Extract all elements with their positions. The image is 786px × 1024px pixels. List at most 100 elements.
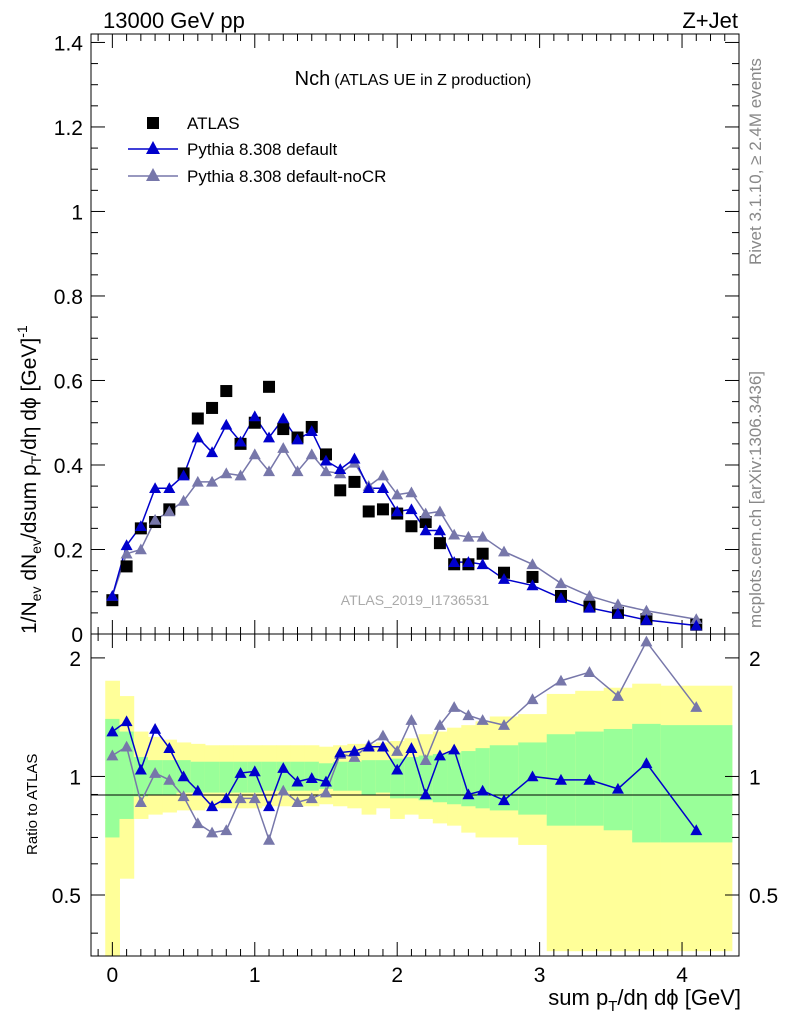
ratio-point-nocr (248, 792, 261, 804)
atlas-point (319, 448, 332, 461)
ratio-bands (105, 680, 733, 956)
y-tick-label: 1.2 (54, 117, 83, 140)
point-nocr (462, 530, 475, 542)
legend-marker-default (146, 141, 160, 154)
point-nocr (248, 448, 261, 460)
ratio-line-default (111, 720, 697, 831)
ratio-point-default (248, 765, 261, 777)
point-nocr (206, 475, 219, 487)
atlas-point (206, 401, 219, 414)
ratio-panel: 0.5 0.5 1 1 2 2 0 1 2 3 4 Ratio to ATLAS sum pT/dη… (24, 633, 778, 1015)
point-nocr (433, 505, 446, 517)
band-inner (347, 761, 363, 791)
atlas-point (220, 385, 233, 398)
y-tick-label: 0 (71, 624, 83, 647)
atlas-point (263, 380, 276, 393)
point-nocr (690, 613, 703, 625)
ratio-series (106, 635, 703, 845)
band-inner (247, 761, 263, 793)
point-default (611, 607, 624, 619)
point-default (462, 556, 475, 567)
legend-marker-atlas (147, 117, 159, 129)
ratio-point-default (405, 742, 418, 753)
band-inner (261, 761, 277, 791)
ratio-point-nocr (433, 719, 446, 730)
series-line-nocr (111, 446, 697, 620)
ratio-point-nocr (106, 749, 119, 761)
ratio-point-default (476, 784, 489, 796)
point-default (206, 446, 219, 458)
main-axis-ticks: 0 0.2 0.4 0.6 0.8 1 1.2 1.4 (54, 32, 739, 647)
point-nocr (405, 486, 418, 498)
ratio-point-nocr (177, 790, 190, 802)
series-line-default (111, 414, 697, 627)
point-default (362, 482, 375, 494)
rivet-label: Rivet 3.1.10, ≥ 2.4M events (746, 58, 765, 265)
band-inner (475, 748, 491, 809)
point-default (234, 435, 247, 447)
point-nocr (554, 577, 567, 589)
legend-label-nocr: Pythia 8.308 default-noCR (187, 167, 386, 186)
point-nocr (476, 530, 489, 542)
ratio-point-nocr (263, 833, 276, 845)
ratio-point-nocr (554, 674, 567, 686)
ratio-point-nocr (319, 786, 332, 798)
band-inner (204, 761, 220, 793)
ratio-y-tick-label: 2 (69, 648, 81, 671)
point-default (448, 556, 461, 567)
ratio-point-default (554, 773, 567, 785)
band-inner (375, 760, 391, 793)
band-inner (461, 751, 477, 807)
point-default (149, 482, 162, 494)
ratio-point-default (498, 794, 511, 806)
ratio-point-default (134, 763, 147, 775)
ratio-point-nocr (291, 796, 304, 808)
atlas-point (334, 484, 347, 497)
ratio-point-default (191, 784, 204, 796)
ratio-point-nocr (448, 701, 461, 712)
point-default (277, 412, 290, 424)
ratio-point-default (419, 788, 432, 800)
point-nocr (291, 465, 304, 477)
point-default (120, 539, 133, 551)
ratio-point-default (319, 775, 332, 787)
ratio-point-nocr (305, 792, 318, 804)
point-default (263, 431, 276, 443)
x-tick-label: 3 (534, 964, 546, 987)
legend: ATLAS Pythia 8.308 default Pythia 8.308 … (128, 114, 386, 186)
ratio-point-nocr (348, 751, 361, 762)
band-inner (390, 758, 405, 799)
ratio-point-nocr (419, 754, 432, 765)
ratio-y-tick-label-right: 2 (749, 648, 761, 671)
legend-marker-nocr (146, 168, 160, 181)
atlas-point (191, 412, 204, 425)
y-tick-label: 0.8 (54, 286, 83, 309)
point-nocr (191, 475, 204, 487)
band-inner (333, 761, 348, 791)
ratio-point-nocr (498, 719, 511, 730)
ratio-point-default (362, 740, 375, 752)
main-y-axis-label: 1/Nev dNev/dsum pT/dη dϕ [GeV]-1 (14, 325, 44, 634)
point-nocr (419, 507, 432, 519)
ratio-point-default (391, 763, 404, 775)
main-title-text: Nch (295, 68, 331, 90)
header-left: 13000 GeV pp (103, 8, 245, 33)
ratio-point-default (640, 757, 653, 769)
point-default (220, 418, 233, 430)
ratio-point-default (433, 749, 446, 761)
ratio-point-default (177, 770, 190, 782)
ratio-y-tick-label: 1 (69, 766, 81, 789)
point-nocr (234, 469, 247, 481)
band-inner (632, 723, 662, 843)
y-tick-label: 1 (71, 201, 83, 224)
ratio-point-nocr (163, 773, 176, 785)
ratio-point-nocr (611, 690, 624, 701)
atlas-point (120, 560, 133, 573)
ratio-point-nocr (277, 784, 290, 796)
point-default (348, 452, 361, 464)
atlas-point (476, 547, 489, 560)
ratio-point-default (291, 775, 304, 787)
ratio-point-nocr (234, 792, 247, 804)
ratio-point-default (376, 740, 389, 752)
point-nocr (526, 558, 539, 570)
